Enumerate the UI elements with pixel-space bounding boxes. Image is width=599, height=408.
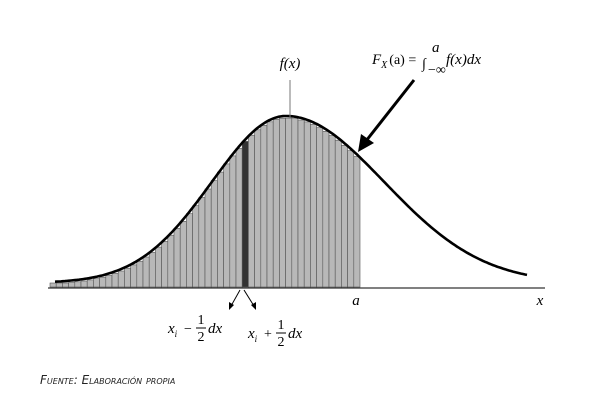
right-bound: xi + 1 2 dx [247, 318, 303, 350]
bar [229, 155, 237, 288]
bar [310, 124, 317, 288]
lb-num: 1 [198, 313, 205, 328]
lower-limit: −∞ [428, 63, 446, 78]
lb-den: 2 [198, 330, 205, 345]
bar [279, 117, 286, 288]
lb-var: x [167, 321, 175, 337]
bar [130, 264, 138, 288]
left-bound: xi − 1 2 dx [167, 313, 223, 345]
bar [142, 256, 150, 288]
bar [86, 279, 94, 288]
lb-index: i [175, 329, 178, 339]
bar [266, 121, 274, 288]
bar [136, 260, 144, 288]
bar [223, 163, 231, 288]
formula-arg: (a) = [389, 53, 416, 68]
a-label: a [352, 293, 360, 309]
formula-sub: X [380, 60, 388, 71]
bar [328, 135, 336, 288]
arrow-head [358, 134, 374, 152]
bar [210, 180, 218, 288]
left-arrow-head [229, 302, 234, 310]
bar [148, 252, 156, 288]
bar [341, 145, 348, 288]
rb-index: i [255, 334, 258, 344]
bar [217, 171, 224, 288]
bar [93, 278, 100, 288]
bar [99, 276, 107, 288]
rb-var: x [247, 326, 255, 342]
bar [316, 127, 324, 288]
bar [186, 213, 193, 288]
rb-op: + [264, 327, 272, 342]
rb-x: xi [247, 326, 258, 344]
bar [322, 131, 330, 288]
bar [235, 148, 243, 288]
bar [167, 234, 175, 288]
bar [62, 282, 69, 288]
right-arrow [243, 289, 255, 307]
bar [192, 205, 200, 288]
bar [347, 150, 355, 288]
lb-dx: dx [208, 321, 223, 337]
histogram [49, 117, 361, 288]
bar [198, 197, 206, 288]
rb-den: 2 [278, 335, 285, 350]
bar [248, 134, 255, 288]
arrow-shaft [364, 79, 416, 142]
rb-dx: dx [288, 326, 303, 342]
bar [303, 121, 311, 288]
bar [297, 119, 305, 288]
lb-op: − [184, 322, 192, 337]
formula-f: F [371, 52, 382, 68]
bar [105, 275, 113, 288]
bar [272, 119, 280, 288]
bar [179, 221, 187, 288]
bar [111, 273, 119, 288]
density-label: f(x) [280, 56, 301, 72]
formula: FX (a) = [371, 52, 416, 71]
bar [254, 129, 262, 288]
bar [49, 282, 57, 288]
bar [334, 139, 342, 288]
integrand: f(x)dx [446, 52, 481, 68]
bar [291, 118, 299, 288]
x-label: x [536, 293, 544, 309]
bar [80, 280, 88, 288]
bar [117, 270, 125, 288]
bar [285, 117, 293, 288]
bar [55, 282, 63, 288]
source-note: Fuente: Elaboración propia [40, 373, 175, 387]
integral-sign: ∫ [421, 57, 427, 72]
bar [161, 241, 169, 288]
bar [260, 125, 268, 288]
bar [173, 228, 181, 288]
bar [353, 156, 361, 288]
rb-num: 1 [278, 318, 285, 333]
upper-limit: a [432, 40, 440, 56]
bar [124, 267, 131, 288]
bar [74, 281, 82, 288]
right-arrow-head [251, 302, 256, 310]
lb-x: xi [167, 321, 178, 339]
highlight-bar [241, 141, 249, 288]
left-arrow [230, 289, 241, 307]
density-curve [54, 114, 528, 283]
bar [155, 246, 162, 288]
bar [204, 188, 212, 288]
bar [68, 282, 76, 288]
